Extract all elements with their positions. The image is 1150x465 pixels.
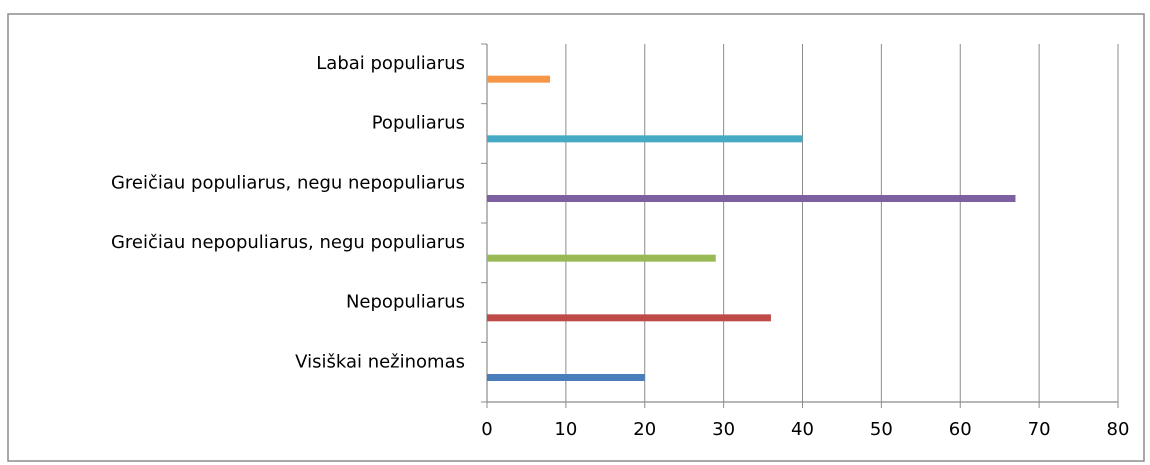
x-tick-label: 10	[554, 419, 577, 440]
category-label: Labai populiarus	[316, 53, 465, 74]
x-tick-label: 50	[870, 419, 893, 440]
x-tick-label: 40	[791, 419, 814, 440]
chart-frame	[7, 13, 1145, 462]
bars	[487, 75, 1016, 381]
x-tick-label: 0	[481, 419, 492, 440]
bar	[487, 135, 803, 143]
x-tick-label: 70	[1028, 419, 1051, 440]
axes	[481, 43, 1119, 408]
bar	[487, 374, 645, 381]
x-tick-label: 20	[633, 419, 656, 440]
x-tick-label: 80	[1107, 419, 1130, 440]
x-tick-labels: 0 10 20 30 40 50 60 70 80	[481, 419, 1129, 440]
category-label: Nepopuliarus	[346, 292, 465, 313]
x-tick-label: 30	[712, 419, 735, 440]
bar	[487, 195, 1016, 202]
category-labels: Visiškai nežinomas Nepopuliarus Greičiau n…	[111, 53, 465, 372]
category-label: Visiškai nežinomas	[295, 351, 465, 372]
bar	[487, 314, 771, 322]
bar	[487, 254, 716, 262]
gridlines	[565, 44, 1119, 402]
x-tick-label: 60	[949, 419, 972, 440]
category-label: Greičiau populiarus, negu nepopuliarus	[111, 172, 465, 193]
bar	[487, 75, 551, 83]
category-label: Populiarus	[372, 113, 465, 134]
category-label: Greičiau nepopuliarus, negu populiarus	[111, 232, 465, 253]
